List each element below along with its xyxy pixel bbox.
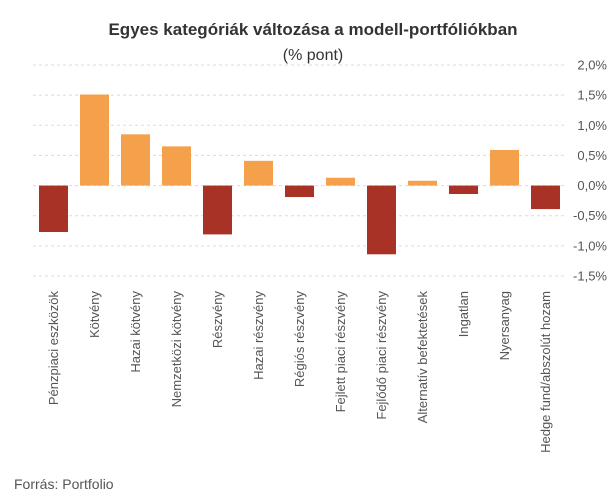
y-axis-ticks: 2,0% 1,5% 1,0% 0,5% 0,0% -0,5% -1,0% -1,5% xyxy=(573,58,607,284)
category-label: Hedge fund/abszolút hozam xyxy=(538,291,553,453)
source-note: Forrás: Portfolio xyxy=(14,476,114,492)
bar-9 xyxy=(367,185,396,255)
category-label: Pénzpiaci eszközök xyxy=(46,291,61,406)
category-label: Hazai kötvény xyxy=(128,291,143,373)
bar-8 xyxy=(326,177,355,186)
category-label: Régiós részvény xyxy=(292,291,307,388)
category-label: Részvény xyxy=(210,291,225,349)
bar-11 xyxy=(449,185,478,195)
y-tick-label: -0,5% xyxy=(573,208,607,223)
bar-10 xyxy=(408,180,437,186)
category-label: Alternatív befektetések xyxy=(415,291,430,424)
y-tick-label: 1,0% xyxy=(577,118,607,133)
y-tick-label: 2,0% xyxy=(577,58,607,73)
chart-title: Egyes kategóriák változása a modell-port… xyxy=(108,20,517,39)
category-label: Hazai részvény xyxy=(251,291,266,380)
category-label: Nemzetközi kötvény xyxy=(169,291,184,408)
bar-1 xyxy=(39,185,68,232)
chart-subtitle: (% pont) xyxy=(283,47,343,64)
y-tick-label: -1,5% xyxy=(573,269,607,284)
bar-3 xyxy=(121,134,150,186)
bar-6 xyxy=(244,160,273,186)
bar-2 xyxy=(80,94,109,186)
gridlines xyxy=(33,64,566,277)
bar-12 xyxy=(490,150,519,186)
bar-4 xyxy=(162,146,191,186)
category-label: Kötvény xyxy=(87,291,102,338)
y-tick-label: -1,0% xyxy=(573,238,607,253)
category-label: Fejlődő piaci részvény xyxy=(374,291,389,420)
y-tick-label: 0,0% xyxy=(577,178,607,193)
category-label: Nyersanyag xyxy=(497,291,512,360)
x-axis-categories: Pénzpiaci eszközök Kötvény Hazai kötvény Ne… xyxy=(46,291,553,453)
y-tick-label: 0,5% xyxy=(577,148,607,163)
bar-5 xyxy=(203,185,232,235)
bar-7 xyxy=(285,185,314,198)
category-label: Fejlett piaci részvény xyxy=(333,291,348,413)
bars xyxy=(39,94,560,255)
y-tick-label: 1,5% xyxy=(577,88,607,103)
category-label: Ingatlan xyxy=(456,291,471,337)
bar-13 xyxy=(531,185,560,210)
